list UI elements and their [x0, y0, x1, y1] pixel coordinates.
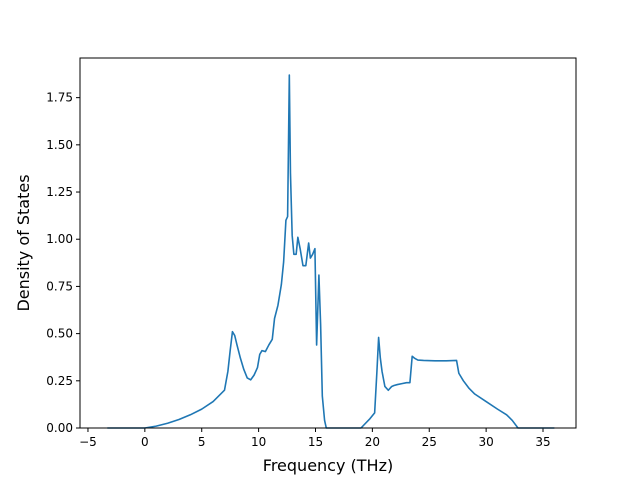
y-tick-label: 0.00	[46, 421, 73, 435]
x-tick-label: 15	[308, 435, 323, 449]
y-tick-label: 1.00	[46, 232, 73, 246]
x-tick-label: 30	[478, 435, 493, 449]
x-tick-label: 35	[535, 435, 550, 449]
plot-frame	[79, 57, 577, 429]
x-tick-label: 25	[422, 435, 437, 449]
dos-series-line	[107, 74, 555, 429]
x-tick-label: −5	[79, 435, 97, 449]
y-tick-label: 0.25	[46, 374, 73, 388]
x-tick-label: 10	[251, 435, 266, 449]
y-axis-ticks: 0.00 0.25 0.50 0.75 1.00 1.25 1.50 1.75	[46, 91, 80, 435]
x-axis-ticks: −5 0 5 10 15 20 25 30 35	[79, 428, 551, 449]
y-tick-label: 1.25	[46, 185, 73, 199]
y-tick-label: 1.50	[46, 138, 73, 152]
x-axis-label: Frequency (THz)	[263, 456, 393, 475]
y-axis-label: Density of States	[14, 174, 33, 311]
x-tick-label: 0	[141, 435, 149, 449]
x-tick-label: 5	[198, 435, 206, 449]
y-tick-label: 0.75	[46, 279, 73, 293]
x-tick-label: 20	[365, 435, 380, 449]
y-tick-label: 0.50	[46, 327, 73, 341]
plot-area	[80, 58, 576, 428]
y-tick-label: 1.75	[46, 91, 73, 105]
